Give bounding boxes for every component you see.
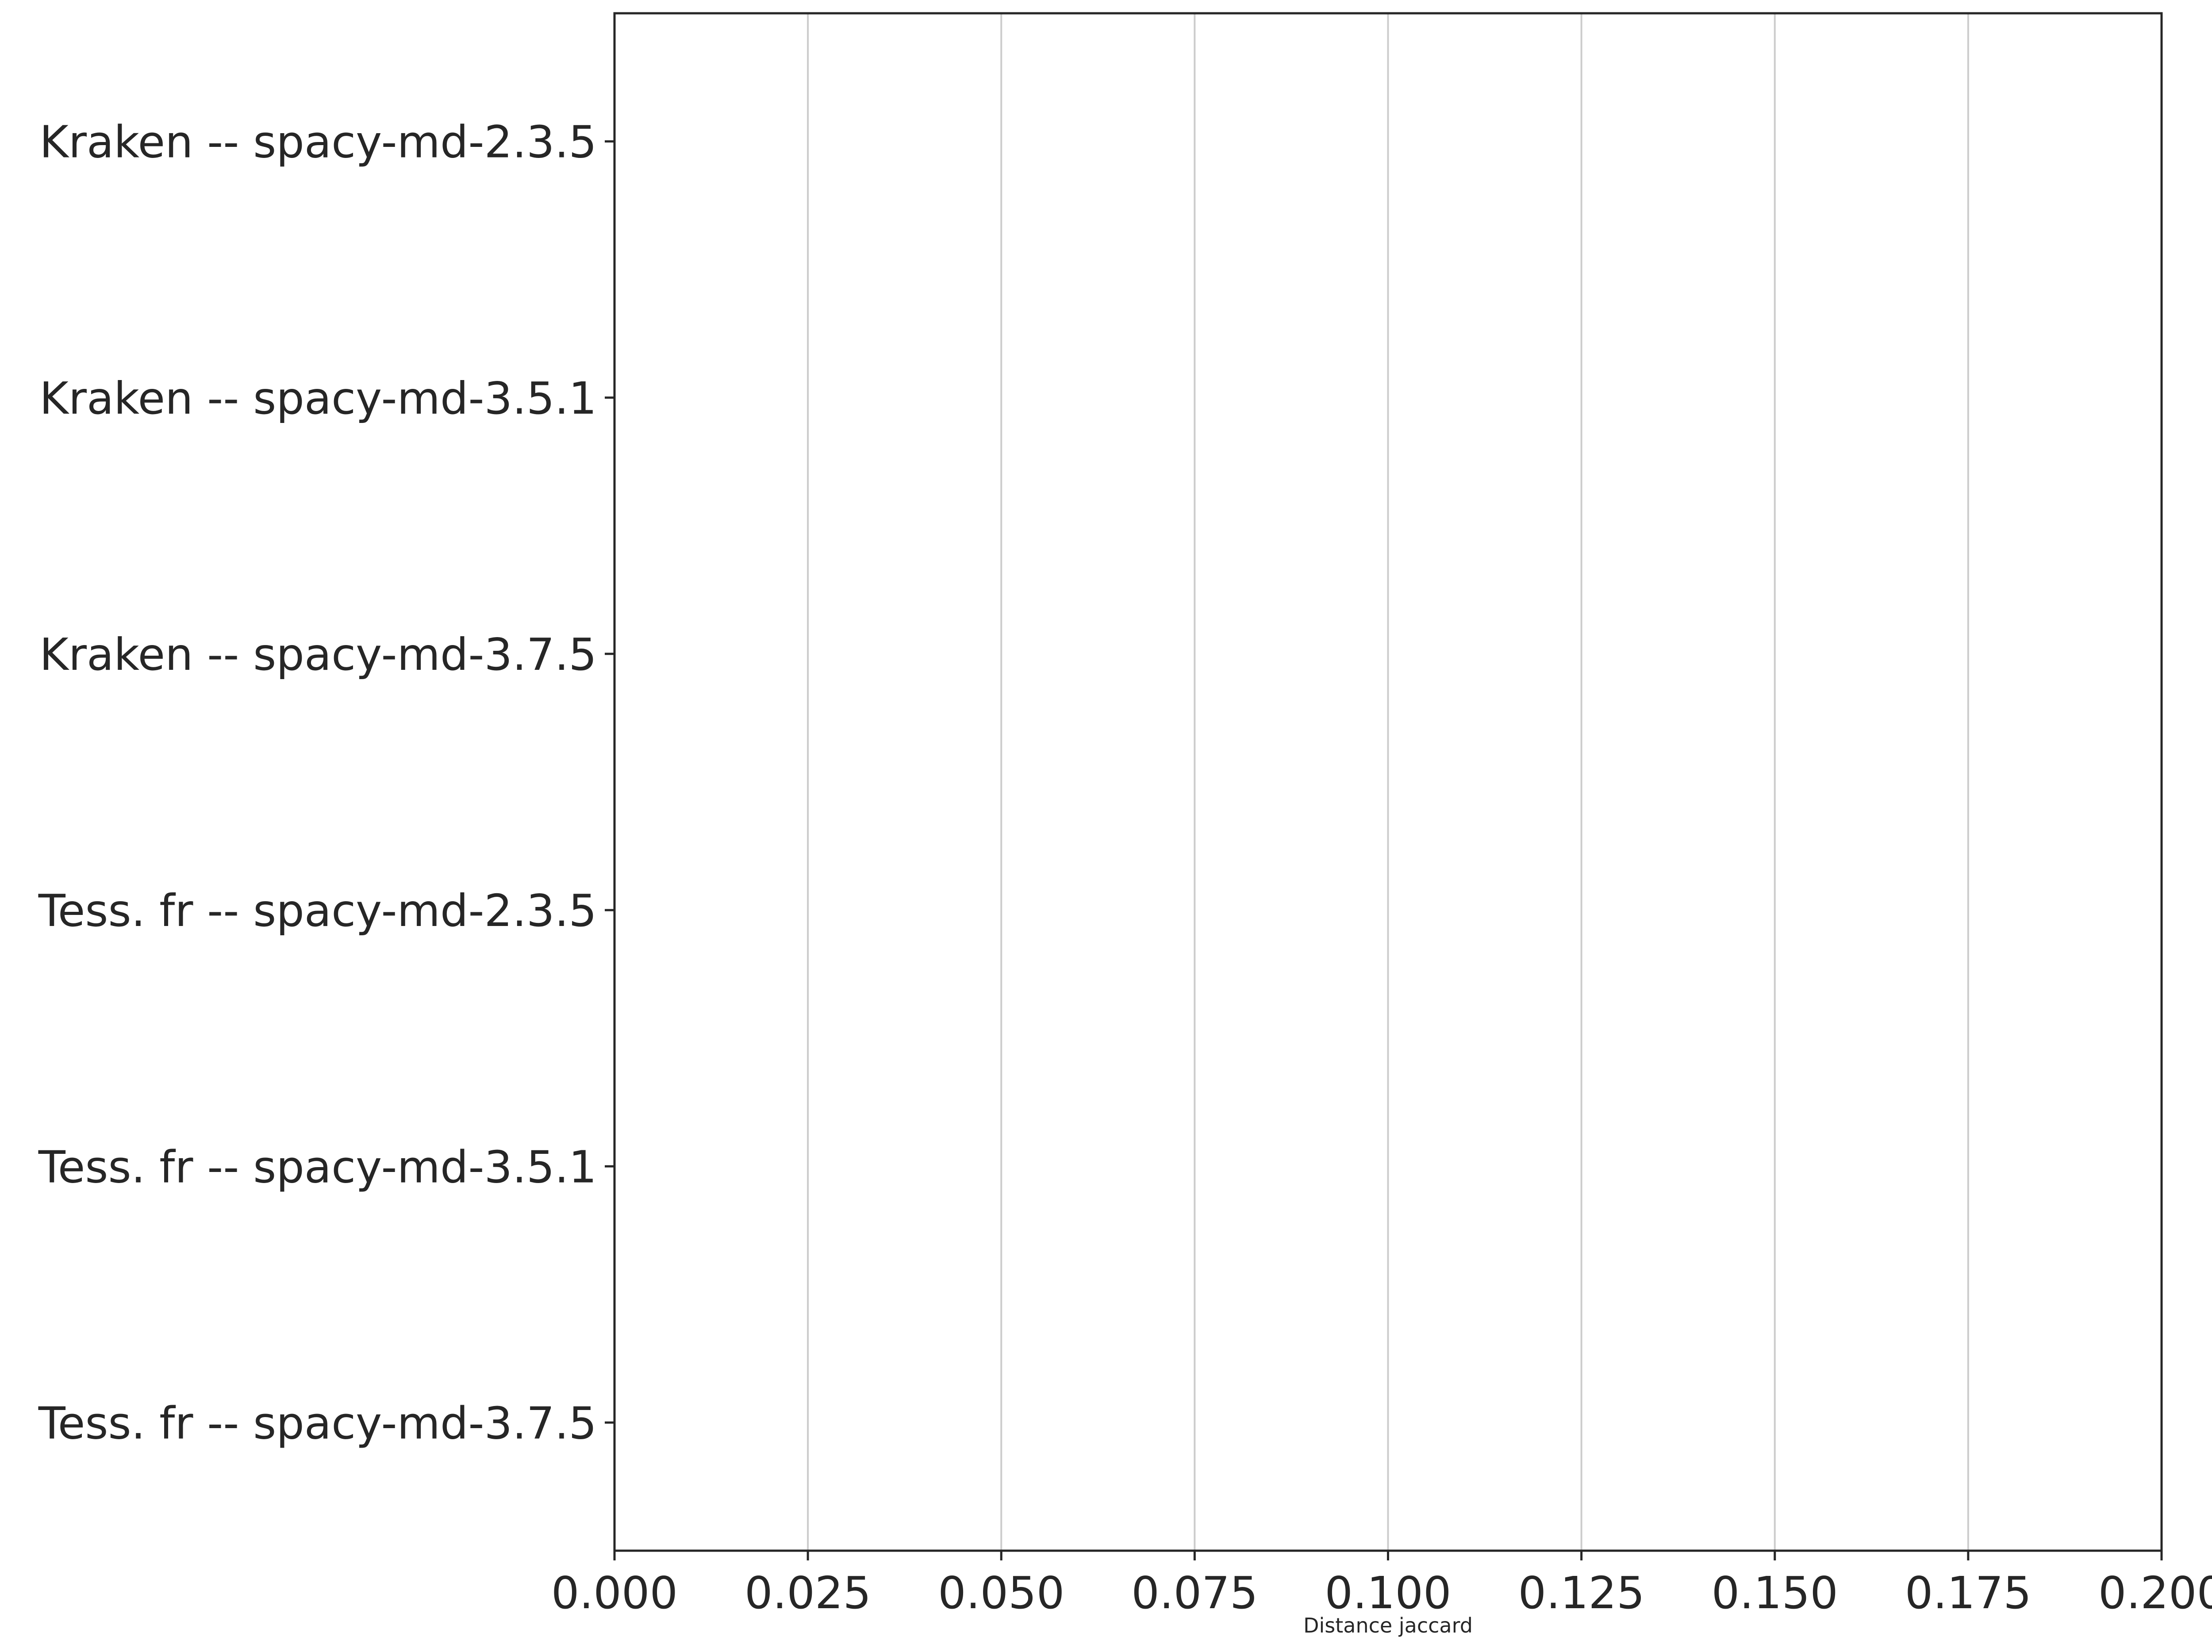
x-axis: 0.000 0.025 0.050 0.075 0.100 0.125 0.150 0.175… [551, 1551, 2212, 1619]
y-tick-label: Tess. fr -- spacy-md-3.7.5 [38, 1397, 597, 1449]
x-tick-label: 0.200 [2098, 1567, 2212, 1619]
x-tick-label: 0.025 [745, 1567, 871, 1619]
y-tick-label: Tess. fr -- spacy-md-3.5.1 [38, 1141, 597, 1193]
y-tick-label: Tess. fr -- spacy-md-2.3.5 [38, 885, 597, 937]
x-axis-label: Distance jaccard [1303, 1614, 1473, 1637]
x-tick-label: 0.100 [1325, 1567, 1451, 1619]
x-tick-label: 0.150 [1712, 1567, 1838, 1619]
x-tick-label: 0.000 [551, 1567, 678, 1619]
x-tick-label: 0.075 [1131, 1567, 1258, 1619]
x-tick-label: 0.125 [1518, 1567, 1644, 1619]
y-tick-label: Kraken -- spacy-md-2.3.5 [39, 116, 597, 168]
x-tick-label: 0.175 [1905, 1567, 2032, 1619]
x-tick-label: 0.050 [938, 1567, 1064, 1619]
plot-frame [613, 12, 2163, 1552]
grid-layer [807, 13, 1969, 1551]
y-axis: Kraken -- spacy-md-2.3.5 Kraken -- spacy-… [38, 116, 614, 1449]
y-tick-label: Kraken -- spacy-md-3.7.5 [39, 629, 597, 680]
y-tick-label: Kraken -- spacy-md-3.5.1 [39, 373, 597, 424]
